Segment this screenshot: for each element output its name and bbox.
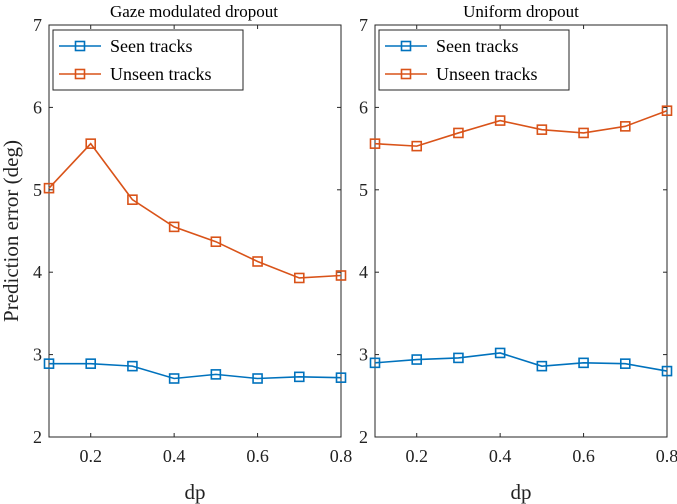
data-point-seen-tracks [369,357,381,369]
data-point-seen-tracks [252,373,263,384]
axes-ticks-left: 2 3 4 5 6 7 0.2 0.4 0.6 0.8 [33,15,352,466]
data-point-unseen-tracks [453,127,464,139]
legend-label-seen-right: Seen tracks [436,36,518,56]
plot-lines-right [369,105,673,377]
legend-entry-seen-left: Seen tracks [59,36,192,56]
y-axis-label: Prediction error (deg) [0,140,23,322]
x-tick-label: 0.2 [79,446,102,466]
legend-marker-seen-left [74,40,86,52]
legend-entry-unseen-right: Unseen tracks [385,64,537,84]
legend-box-left [52,29,244,91]
data-point-seen-tracks [578,357,589,369]
chart-title-left: Gaze modulated dropout [110,2,278,21]
series-line-unseen-tracks [48,142,342,279]
axes-ticks-right: 2 3 4 5 6 7 0.2 0.4 0.6 0.8 [359,15,677,466]
series-line-seen-tracks [374,352,668,372]
y-tick-label: 4 [359,262,368,282]
data-point-unseen-tracks [661,105,673,116]
x-tick-label: 0.2 [405,446,428,466]
series-line-seen-tracks [49,362,342,380]
y-tick-label: 5 [359,180,368,200]
legend-marker-unseen-left [74,68,86,80]
series-line-unseen-tracks [374,109,668,147]
legend-entry-seen-right: Seen tracks [385,36,518,56]
data-point-unseen-tracks [210,236,222,248]
panel-uniform: Uniform dropout 2 3 4 5 6 7 0.2 0.4 0.6 0.8 Seen … [359,2,677,504]
plot-frame-right [374,24,668,438]
data-point-unseen-tracks [43,182,55,194]
data-point-seen-tracks [619,358,631,369]
x-axis-label-left: dp [185,480,206,504]
y-tick-label: 7 [359,15,368,35]
x-axis-label-right: dp [511,480,532,504]
data-point-unseen-tracks [536,124,548,135]
y-tick-label: 2 [359,427,368,447]
data-point-seen-tracks [168,373,180,384]
x-tick-label: 0.8 [330,446,353,466]
panel-gaze-modulated: Gaze modulated dropout 2 3 4 5 6 7 0.2 0.4 0.6 0.… [0,2,352,504]
data-point-unseen-tracks [411,140,423,152]
legend-box-right [378,29,570,91]
legend-label-unseen-left: Unseen tracks [110,64,211,84]
data-point-seen-tracks [661,365,673,377]
data-point-seen-tracks [536,360,548,372]
data-point-unseen-tracks [127,194,138,205]
plot-lines-left [43,138,347,384]
y-tick-label: 6 [359,97,368,117]
legend-entry-unseen-left: Unseen tracks [59,64,211,84]
data-point-unseen-tracks [85,138,97,149]
data-point-unseen-tracks [494,115,506,126]
x-tick-label: 0.4 [163,446,186,466]
data-point-seen-tracks [43,358,55,369]
plot-frame-left [48,24,342,438]
data-point-unseen-tracks [252,256,263,267]
data-point-unseen-tracks [335,270,347,281]
legend-marker-unseen-right [400,68,412,80]
data-point-seen-tracks [210,369,222,380]
legend-label-unseen-right: Unseen tracks [436,64,537,84]
x-tick-label: 0.8 [656,446,677,466]
data-point-seen-tracks [127,360,138,372]
data-point-seen-tracks [453,352,464,364]
y-tick-label: 3 [359,345,368,365]
chart-title-right: Uniform dropout [463,2,579,21]
data-point-unseen-tracks [293,272,305,284]
y-tick-label: 4 [33,262,42,282]
data-point-unseen-tracks [619,121,631,132]
data-point-seen-tracks [335,372,347,383]
x-tick-label: 0.6 [572,446,595,466]
x-tick-label: 0.4 [489,446,512,466]
data-point-seen-tracks [494,347,506,359]
legend-label-seen-left: Seen tracks [110,36,192,56]
legend-marker-seen-right [400,40,412,52]
data-point-seen-tracks [293,371,305,383]
data-point-seen-tracks [411,354,423,365]
y-tick-label: 6 [33,97,42,117]
x-tick-label: 0.6 [246,446,269,466]
y-tick-label: 5 [33,180,42,200]
y-tick-label: 2 [33,427,42,447]
y-tick-label: 3 [33,345,42,365]
legend-right: Seen tracks Unseen tracks [378,29,570,91]
data-point-unseen-tracks [578,127,589,139]
y-tick-label: 7 [33,15,42,35]
legend-left: Seen tracks Unseen tracks [52,29,244,91]
data-point-unseen-tracks [369,138,381,149]
data-point-seen-tracks [85,358,97,369]
data-point-unseen-tracks [168,221,180,233]
